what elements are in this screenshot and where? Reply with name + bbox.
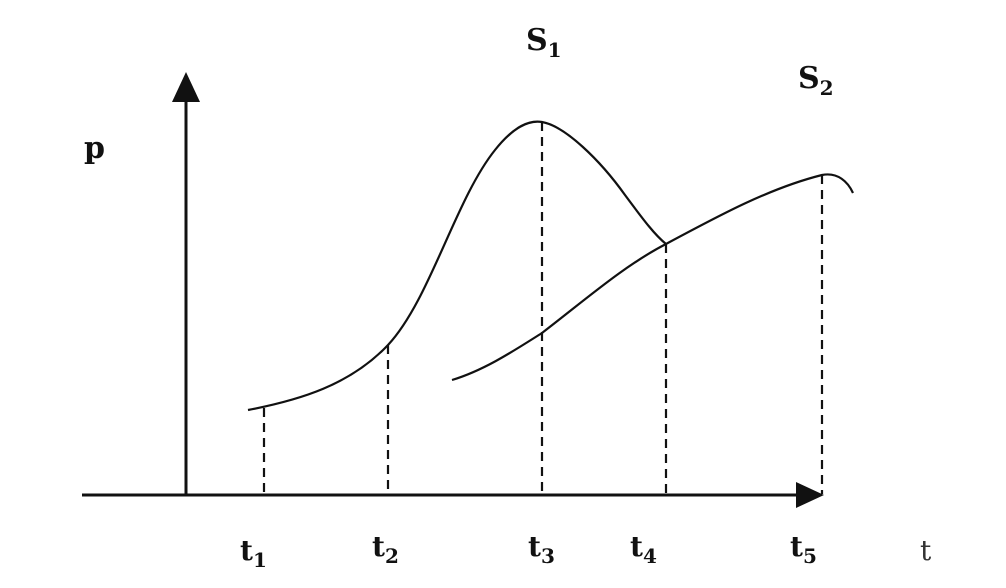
curve-s1 xyxy=(247,120,667,412)
time-label-t3: t3 xyxy=(528,530,555,568)
x-axis-arrowhead xyxy=(796,482,824,508)
time-label-t4: t4 xyxy=(630,530,657,568)
y-axis-arrowhead xyxy=(172,72,200,102)
x-axis-label: t xyxy=(920,534,932,567)
time-label-t1: t1 xyxy=(240,534,267,572)
curve-label-s1: S1 xyxy=(526,23,562,62)
y-axis-label: p xyxy=(84,131,105,166)
curve-label-s2: S2 xyxy=(798,61,834,100)
curve-s2 xyxy=(451,173,855,382)
time-label-t5: t5 xyxy=(790,530,817,568)
time-label-t2: t2 xyxy=(372,530,399,568)
